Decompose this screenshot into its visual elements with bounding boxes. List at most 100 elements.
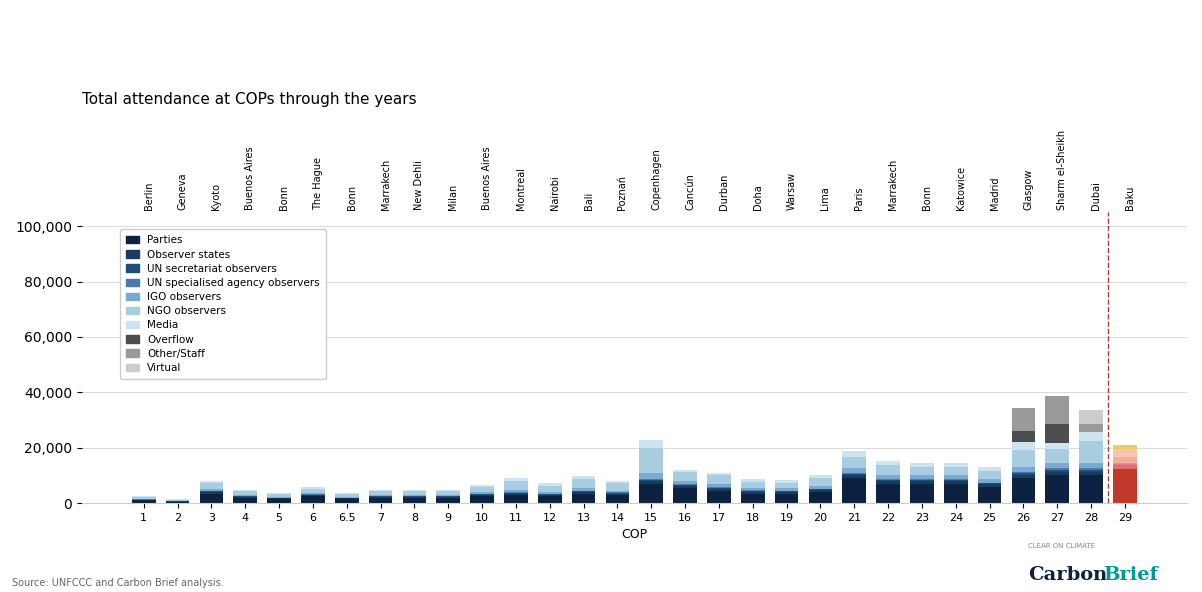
Bar [707, 484, 731, 487]
Bar [876, 461, 900, 465]
Bar [572, 492, 595, 494]
Bar [302, 493, 325, 494]
Bar [809, 475, 832, 478]
Bar [132, 500, 155, 503]
Bar [436, 490, 460, 491]
Bar [639, 448, 664, 472]
Bar [233, 495, 257, 496]
Bar [200, 481, 224, 482]
Bar [944, 464, 968, 466]
Bar [1012, 442, 1035, 450]
Bar [200, 482, 224, 490]
Bar [843, 473, 867, 474]
X-axis label: COP: COP [621, 529, 648, 542]
Bar [403, 490, 427, 491]
Bar [639, 480, 664, 481]
Bar [504, 495, 528, 503]
Bar [538, 494, 561, 495]
Bar [606, 483, 630, 491]
Bar [504, 494, 528, 495]
Bar [1046, 463, 1069, 468]
Bar [572, 494, 595, 503]
Bar [538, 496, 561, 503]
Bar [302, 489, 325, 493]
Bar [639, 484, 664, 503]
Bar [740, 492, 764, 494]
Bar [200, 490, 224, 491]
Bar [200, 492, 224, 494]
Bar [267, 499, 291, 503]
Bar [369, 495, 393, 496]
Bar [775, 481, 798, 482]
Bar [436, 491, 460, 495]
Bar [302, 487, 325, 489]
Bar [639, 481, 664, 484]
Bar [673, 472, 697, 481]
Bar [1079, 432, 1103, 440]
Bar [369, 491, 393, 495]
Bar [538, 495, 561, 496]
Bar [673, 481, 697, 484]
Bar [977, 467, 1001, 471]
Bar [707, 491, 731, 503]
Bar [673, 469, 697, 472]
Bar [233, 497, 257, 498]
Bar [1046, 475, 1069, 503]
Bar [1046, 468, 1069, 469]
Bar [1046, 443, 1069, 449]
Bar [809, 490, 832, 492]
Bar [1012, 478, 1035, 503]
Bar [335, 499, 358, 503]
Bar [977, 484, 1001, 487]
Bar [1113, 458, 1137, 463]
Bar [673, 486, 697, 488]
Bar [740, 480, 764, 481]
Bar [1012, 475, 1035, 478]
Bar [233, 498, 257, 503]
Bar [369, 490, 393, 491]
Bar [876, 481, 900, 484]
Bar [470, 493, 494, 494]
Bar [910, 481, 934, 484]
Bar [977, 471, 1001, 479]
Bar [572, 479, 595, 488]
Bar [977, 479, 1001, 482]
Bar [876, 475, 900, 480]
Bar [504, 493, 528, 494]
Bar [436, 495, 460, 496]
Bar [910, 464, 934, 466]
Bar [1012, 472, 1035, 473]
Bar [538, 493, 561, 494]
Bar [1113, 465, 1137, 469]
Text: Total attendance at COPs through the years: Total attendance at COPs through the yea… [82, 92, 416, 107]
Bar [436, 497, 460, 498]
Bar [1012, 466, 1035, 472]
Bar [267, 493, 291, 494]
Bar [470, 487, 494, 493]
Bar [606, 495, 630, 503]
Bar [267, 497, 291, 498]
Bar [809, 486, 832, 489]
Bar [267, 494, 291, 497]
Bar [403, 491, 427, 495]
Bar [1012, 430, 1035, 442]
Bar [977, 482, 1001, 483]
Bar [809, 492, 832, 503]
Bar [369, 498, 393, 503]
Bar [1046, 397, 1069, 424]
Bar [809, 478, 832, 486]
Bar [910, 475, 934, 480]
Bar [707, 475, 731, 484]
Bar [775, 491, 798, 492]
Bar [233, 490, 257, 491]
Bar [1113, 469, 1137, 503]
Bar [740, 491, 764, 492]
Bar [470, 496, 494, 503]
Bar [166, 500, 190, 501]
Bar [673, 488, 697, 503]
Bar [403, 495, 427, 496]
Bar [1079, 468, 1103, 469]
Bar [166, 502, 190, 503]
Text: Carbon: Carbon [1028, 566, 1107, 584]
Bar [843, 451, 867, 457]
